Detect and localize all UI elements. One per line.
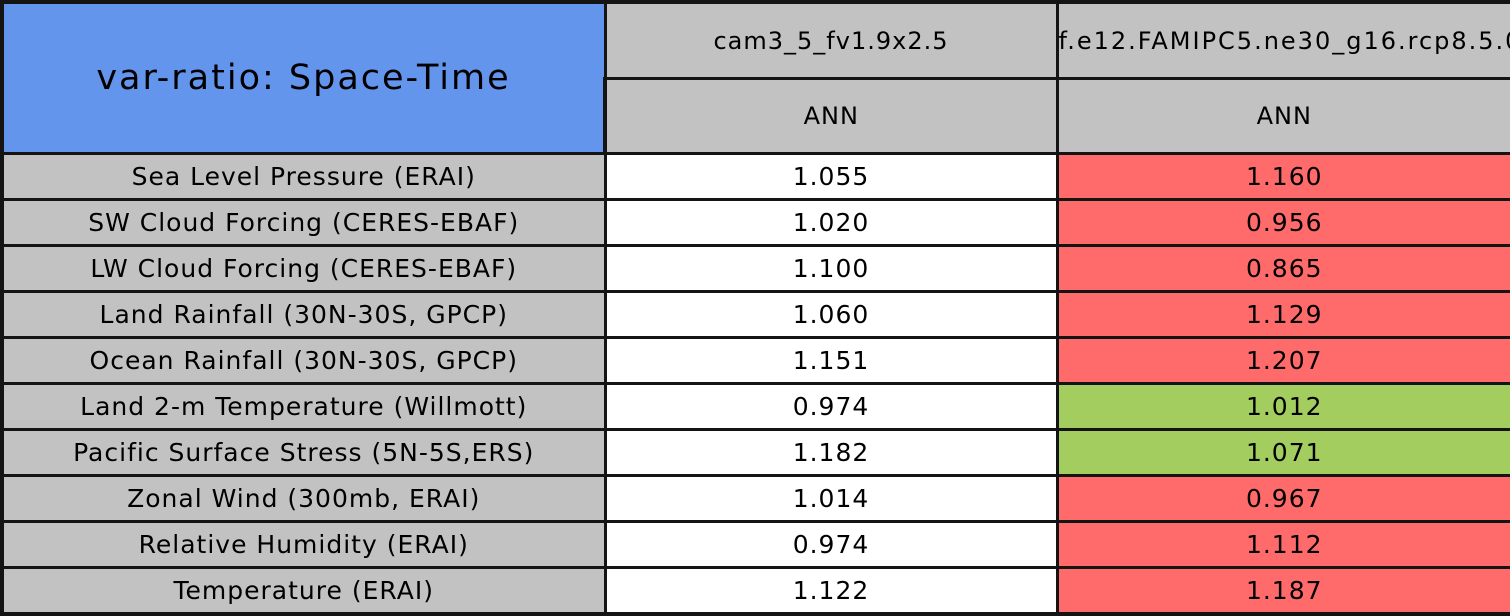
table-row: Land Rainfall (30N-30S, GPCP) 1.060 1.12… [0, 290, 1510, 339]
value-cell: 1.160 [1055, 152, 1510, 201]
value-cell: 0.967 [1055, 474, 1510, 523]
model-column-header-1: cam3_5_fv1.9x2.5 [603, 0, 1059, 80]
table-row: Sea Level Pressure (ERAI) 1.055 1.160 [0, 152, 1510, 201]
table-row: Zonal Wind (300mb, ERAI) 1.014 0.967 [0, 474, 1510, 523]
value-cell: 1.207 [1055, 336, 1510, 385]
value-cell: 1.071 [1055, 428, 1510, 477]
row-label: Zonal Wind (300mb, ERAI) [0, 474, 607, 523]
value-cell: 1.122 [603, 566, 1059, 616]
row-label: Sea Level Pressure (ERAI) [0, 152, 607, 201]
header-row-seasons: ANN ANN [2, 77, 1510, 155]
table-row: SW Cloud Forcing (CERES-EBAF) 1.020 0.95… [0, 198, 1510, 247]
model-column-header-2: f.e12.FAMIPC5.ne30_g16.rcp8.5.00 [1055, 0, 1510, 80]
row-label: Temperature (ERAI) [0, 566, 607, 616]
value-cell: 0.974 [603, 382, 1059, 431]
value-cell: 0.974 [603, 520, 1059, 569]
value-cell: 1.182 [603, 428, 1059, 477]
value-cell: 1.187 [1055, 566, 1510, 616]
table-row: Relative Humidity (ERAI) 0.974 1.112 [0, 520, 1510, 569]
table-row: Pacific Surface Stress (5N-5S,ERS) 1.182… [0, 428, 1510, 477]
table-row: Ocean Rainfall (30N-30S, GPCP) 1.151 1.2… [0, 336, 1510, 385]
value-cell: 1.014 [603, 474, 1059, 523]
row-label: Ocean Rainfall (30N-30S, GPCP) [0, 336, 607, 385]
report-title: var-ratio: Space-Time [0, 0, 607, 155]
header-row-models: var-ratio: Space-Time cam3_5_fv1.9x2.5 f… [0, 0, 1510, 155]
season-header-1: ANN [603, 77, 1059, 155]
row-label: Land 2-m Temperature (Willmott) [0, 382, 607, 431]
season-header-2: ANN [1055, 77, 1510, 155]
row-label: LW Cloud Forcing (CERES-EBAF) [0, 244, 607, 293]
value-cell: 1.060 [603, 290, 1059, 339]
value-cell: 1.055 [603, 152, 1059, 201]
value-cell: 0.865 [1055, 244, 1510, 293]
row-label: SW Cloud Forcing (CERES-EBAF) [0, 198, 607, 247]
value-cell: 1.012 [1055, 382, 1510, 431]
table-row: Land 2-m Temperature (Willmott) 0.974 1.… [0, 382, 1510, 431]
value-cell: 1.129 [1055, 290, 1510, 339]
table-row: LW Cloud Forcing (CERES-EBAF) 1.100 0.86… [0, 244, 1510, 293]
table-row: Temperature (ERAI) 1.122 1.187 [0, 566, 1510, 616]
row-label: Pacific Surface Stress (5N-5S,ERS) [0, 428, 607, 477]
value-cell: 1.100 [603, 244, 1059, 293]
value-cell: 1.020 [603, 198, 1059, 247]
row-label: Relative Humidity (ERAI) [0, 520, 607, 569]
value-cell: 1.151 [603, 336, 1059, 385]
value-cell: 1.112 [1055, 520, 1510, 569]
value-cell: 0.956 [1055, 198, 1510, 247]
row-label: Land Rainfall (30N-30S, GPCP) [0, 290, 607, 339]
